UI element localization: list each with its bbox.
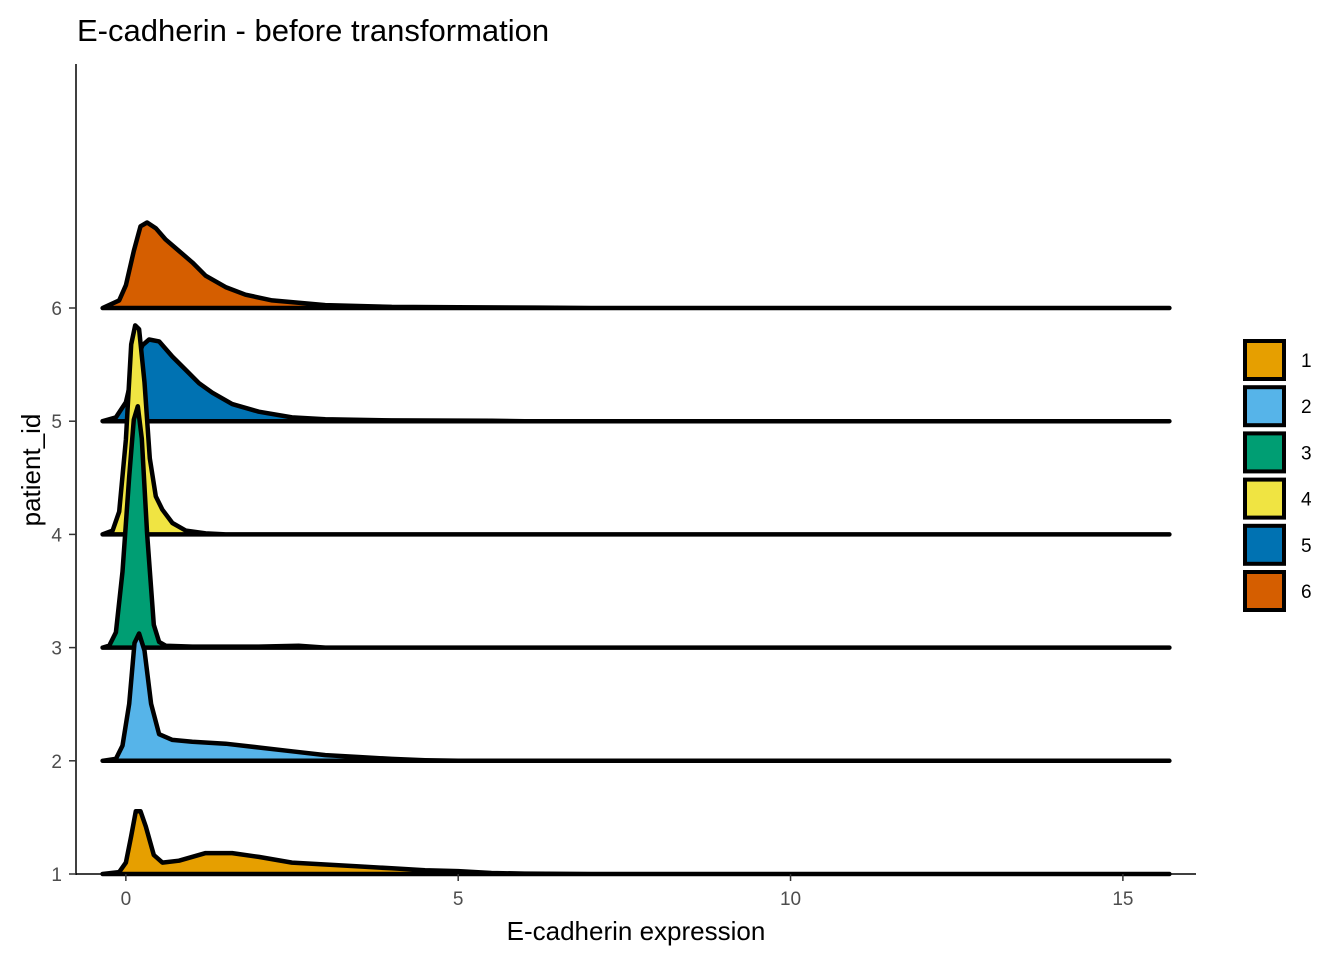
- y-axis-title: patient_id: [16, 414, 46, 527]
- y-tick-label: 5: [51, 412, 62, 433]
- legend-key-6: [1243, 570, 1286, 612]
- ridge-patient-5: [100, 337, 1172, 424]
- x-tick-label: 15: [1112, 889, 1133, 910]
- legend-label-6: 6: [1301, 582, 1312, 603]
- x-tick-label: 0: [121, 889, 132, 910]
- legend-label-1: 1: [1301, 351, 1312, 372]
- chart-title: E-cadherin - before transformation: [77, 13, 549, 48]
- legend-key-3: [1243, 431, 1286, 474]
- ridge-patient-4: [100, 323, 1172, 537]
- legend-label-3: 3: [1301, 443, 1312, 464]
- y-tick-label: 1: [51, 865, 62, 886]
- legend-label-2: 2: [1301, 397, 1312, 418]
- legend-label-5: 5: [1301, 536, 1312, 557]
- x-axis-title: E-cadherin expression: [507, 916, 766, 946]
- ridge-patient-1: [100, 809, 1172, 877]
- y-tick-label: 2: [51, 752, 62, 773]
- y-tick-label: 3: [51, 639, 62, 660]
- legend-key-1: [1243, 339, 1286, 381]
- legend: 1 2 3 4 5 6: [1243, 339, 1312, 612]
- ridge-patient-2: [100, 631, 1172, 764]
- x-ticks-group: 0 5 10 15: [121, 874, 1133, 910]
- legend-label-4: 4: [1301, 490, 1312, 511]
- ridges-group: [100, 220, 1172, 877]
- legend-key-4: [1243, 477, 1286, 520]
- y-ticks-group: 1 2 3 4 5 6: [51, 299, 76, 886]
- ridge-patient-6: [100, 220, 1172, 311]
- y-tick-label: 6: [51, 299, 62, 320]
- x-tick-label: 10: [780, 889, 801, 910]
- legend-key-5: [1243, 523, 1286, 566]
- y-tick-label: 4: [51, 525, 62, 546]
- legend-key-2: [1243, 385, 1286, 428]
- x-tick-label: 5: [453, 889, 464, 910]
- ridge-patient-3: [100, 404, 1172, 650]
